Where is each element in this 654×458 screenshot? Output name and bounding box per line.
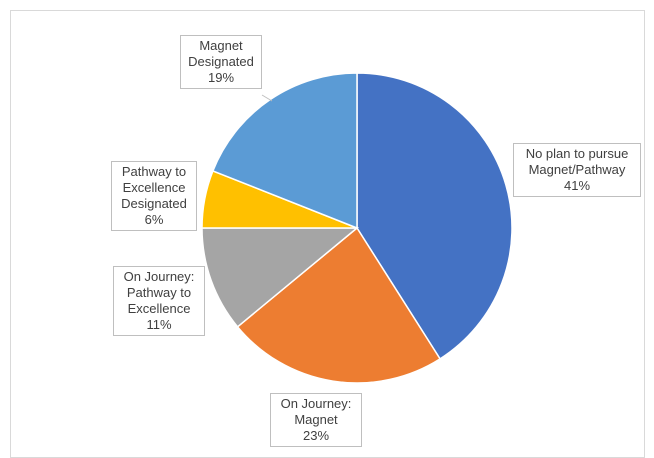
slice-category: On Journey: Magnet bbox=[280, 396, 352, 427]
data-label: Magnet Designated 19% bbox=[180, 35, 262, 89]
slice-value: 19% bbox=[207, 70, 235, 85]
slice-value: 6% bbox=[144, 212, 164, 227]
pie-slice bbox=[356, 72, 513, 360]
slice-value: 23% bbox=[302, 428, 330, 443]
slice-category: Magnet Designated bbox=[188, 38, 254, 69]
pie-slice bbox=[201, 227, 360, 328]
data-label: On Journey: Pathway to Excellence 11% bbox=[113, 266, 205, 336]
data-label: Pathway to Excellence Designated 6% bbox=[111, 161, 197, 231]
slice-value: 41% bbox=[563, 178, 591, 193]
slice-category: Pathway to Excellence Designated bbox=[121, 164, 187, 211]
pie-slice bbox=[236, 226, 442, 384]
leader-line bbox=[261, 94, 273, 102]
slice-category: On Journey: Pathway to Excellence bbox=[123, 269, 195, 316]
slice-category: No plan to pursue Magnet/Pathway bbox=[525, 146, 629, 177]
data-label: No plan to pursue Magnet/Pathway 41% bbox=[513, 143, 641, 197]
slice-value: 11% bbox=[146, 317, 172, 332]
data-label: On Journey: Magnet 23% bbox=[270, 393, 362, 447]
